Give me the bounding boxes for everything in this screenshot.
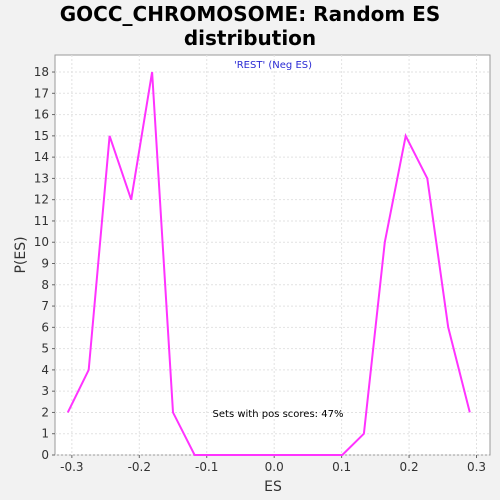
chart-title-line-1: GOCC_CHROMOSOME: Random ES bbox=[59, 2, 441, 26]
x-tick-label: 0.2 bbox=[400, 460, 419, 474]
y-tick-label: 17 bbox=[34, 86, 49, 100]
x-tick-label: -0.1 bbox=[195, 460, 218, 474]
x-tick-label: -0.3 bbox=[60, 460, 83, 474]
chart-title: GOCC_CHROMOSOME: Random ES distribution bbox=[0, 2, 500, 50]
y-tick-label: 6 bbox=[41, 320, 49, 334]
y-tick-label: 14 bbox=[34, 150, 49, 164]
y-tick-label: 15 bbox=[34, 129, 49, 143]
y-tick-label: 11 bbox=[34, 214, 49, 228]
y-tick-label: 5 bbox=[41, 342, 49, 356]
x-tick-label: 0.1 bbox=[332, 460, 351, 474]
y-tick-label: 7 bbox=[41, 299, 49, 313]
series-line bbox=[66, 71, 471, 456]
y-tick-label: 0 bbox=[41, 448, 49, 462]
x-tick-label: -0.2 bbox=[128, 460, 151, 474]
y-tick-label: 10 bbox=[34, 235, 49, 249]
legend-label: 'REST' (Neg ES) bbox=[234, 60, 312, 71]
y-tick-label: 18 bbox=[34, 65, 49, 79]
y-tick-label: 1 bbox=[41, 427, 49, 441]
y-tick-label: 9 bbox=[41, 257, 49, 271]
chart-title-line-2: distribution bbox=[183, 26, 317, 50]
x-tick-label: 0.3 bbox=[467, 460, 486, 474]
plot-area bbox=[54, 54, 491, 456]
y-tick-label: 2 bbox=[41, 405, 49, 419]
y-tick-label: 3 bbox=[41, 384, 49, 398]
y-tick-label: 16 bbox=[34, 108, 49, 122]
x-axis-label: ES bbox=[264, 479, 282, 495]
y-tick-label: 8 bbox=[41, 278, 49, 292]
y-axis-label: P(ES) bbox=[13, 236, 29, 273]
y-tick-label: 12 bbox=[34, 193, 49, 207]
y-tick-label: 4 bbox=[41, 363, 49, 377]
x-tick-label: 0.0 bbox=[265, 460, 284, 474]
grid bbox=[55, 55, 490, 456]
annotation-text: Sets with pos scores: 47% bbox=[213, 409, 344, 420]
y-tick-label: 13 bbox=[34, 171, 49, 185]
